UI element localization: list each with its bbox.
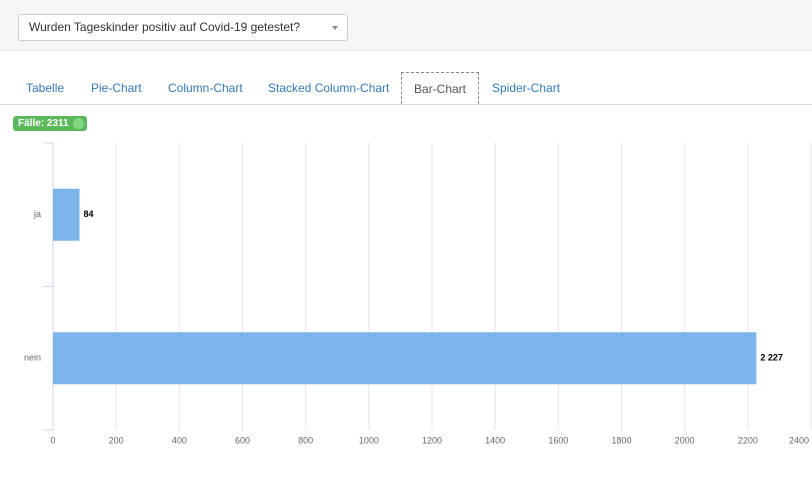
x-tick-label: 200 — [109, 435, 124, 445]
bar — [53, 332, 757, 385]
y-tick-label: ja — [33, 209, 41, 219]
bar — [53, 188, 80, 241]
x-tick-label: 1600 — [548, 435, 568, 445]
tab[interactable]: Spider-Chart — [492, 81, 561, 95]
x-tick-label: 1400 — [485, 435, 505, 445]
value-label: 84 — [84, 209, 94, 219]
tab[interactable]: Bar-Chart — [401, 72, 480, 104]
y-tick-label: nein — [24, 353, 41, 363]
value-label: 2 227 — [760, 353, 783, 363]
tab[interactable]: Stacked Column-Chart — [268, 81, 390, 95]
caret — [332, 26, 338, 30]
case-badge: Fälle: 2311 — [13, 116, 87, 131]
x-tick-label: 400 — [172, 435, 187, 445]
tab[interactable]: Tabelle — [26, 81, 65, 95]
x-tick-label: 2200 — [738, 435, 758, 445]
tab-bar — [0, 104, 812, 105]
badge-text: Fälle: 2311 — [18, 118, 69, 129]
tab[interactable]: Column-Chart — [168, 81, 243, 95]
x-tick-label: 600 — [235, 435, 250, 445]
tab[interactable]: Pie-Chart — [91, 81, 142, 95]
x-tick-label: 800 — [298, 435, 313, 445]
chart: 0 200 400 600 800 1000 1200 1400 1600 1800 2000 220… — [24, 142, 812, 445]
question-dropdown[interactable]: Wurden Tageskinder positiv auf Covid-19 … — [18, 14, 348, 41]
dropdown-label: Wurden Tageskinder positiv auf Covid-19 … — [29, 20, 301, 34]
x-tick-label: 2400 — [789, 435, 809, 445]
toolbar: Wurden Tageskinder positiv auf Covid-19 … — [0, 0, 812, 51]
x-tick-label: 1800 — [611, 435, 631, 445]
badge-dot — [72, 118, 84, 129]
x-tick-label: 1200 — [422, 435, 442, 445]
x-tick-label: 1000 — [359, 435, 379, 445]
x-tick-label: 0 — [50, 435, 55, 445]
x-tick-label: 2000 — [675, 435, 695, 445]
